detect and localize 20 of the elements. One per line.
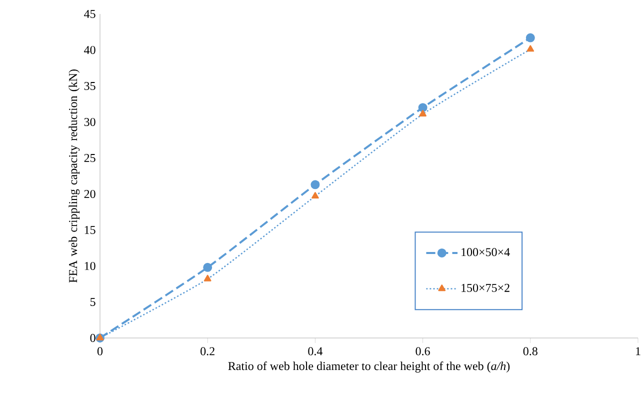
y-tick-label: 5 — [90, 298, 96, 306]
legend-label: 100×50×4 — [462, 248, 510, 256]
y-axis-title: FEA web crippling capacity reduction (kN) — [68, 70, 80, 283]
legend-label: 150×75×2 — [462, 284, 510, 292]
y-tick-label: 40 — [84, 46, 96, 54]
y-tick-label: 35 — [84, 82, 96, 90]
y-tick-label: 20 — [84, 190, 96, 198]
y-tick-label: 10 — [84, 262, 96, 270]
x-tick-label: 0.2 — [200, 347, 214, 356]
x-axis-title: Ratio of web hole diameter to clear height of the web (a/h) — [228, 362, 510, 373]
y-tick-label: 45 — [84, 10, 96, 18]
x-tick-label: 0.8 — [523, 347, 538, 356]
x-tick-label: 1 — [636, 347, 640, 356]
x-tick-label: 0.6 — [416, 347, 430, 356]
x-tick-label: 0.4 — [308, 347, 323, 356]
y-tick-label: 0 — [90, 334, 96, 342]
y-tick-label: 25 — [84, 154, 96, 162]
y-tick-label: 30 — [84, 118, 96, 126]
y-tick-label: 15 — [84, 226, 96, 234]
x-tick-label: 0 — [97, 347, 103, 356]
